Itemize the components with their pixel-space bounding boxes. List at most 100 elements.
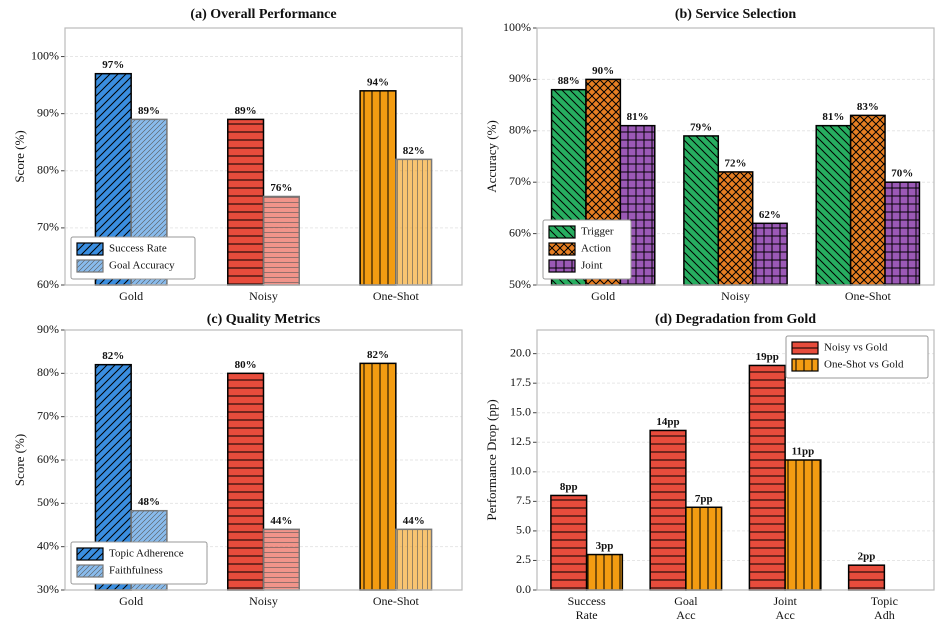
bar — [227, 118, 265, 286]
legend-box — [70, 541, 208, 585]
x-tick-label: One-Shot — [373, 289, 420, 303]
bar — [585, 553, 624, 591]
value-label: 11pp — [792, 446, 815, 458]
plot-frame — [536, 329, 935, 591]
bar — [227, 372, 265, 591]
plot-frame — [64, 329, 463, 591]
value-label: 79% — [690, 121, 712, 133]
bar — [884, 181, 921, 286]
plot-frame — [536, 27, 935, 286]
y-tick-label: 40% — [37, 538, 59, 552]
y-tick-label: 17.5 — [510, 375, 531, 389]
value-label: 70% — [891, 168, 913, 180]
x-tick-label: Topic Adh — [871, 594, 898, 622]
value-label: 2pp — [858, 551, 876, 563]
bar — [550, 494, 588, 591]
value-label: 90% — [592, 65, 614, 77]
bar — [717, 171, 754, 286]
x-tick-label: Gold — [119, 594, 143, 608]
y-tick-label: 7.5 — [516, 493, 531, 507]
y-tick-label: 60% — [509, 225, 531, 239]
y-tick-label: 90% — [37, 105, 59, 119]
x-tick-label: Joint Acc — [773, 594, 797, 622]
y-tick-label: 100% — [503, 20, 531, 34]
x-tick-label: Noisy — [249, 594, 278, 608]
y-tick-label: 100% — [31, 48, 59, 62]
y-tick-label: 30% — [37, 582, 59, 596]
x-tick-label: One-Shot — [373, 594, 420, 608]
y-tick-label: 70% — [37, 220, 59, 234]
value-label: 8pp — [560, 481, 578, 493]
legend-label: Joint — [581, 260, 602, 272]
legend-swatch — [548, 259, 576, 273]
value-label: 7pp — [695, 493, 713, 505]
legend-label: Topic Adherence — [109, 548, 184, 560]
value-label: 82% — [102, 350, 124, 362]
chart-title: (c) Quality Metrics — [207, 312, 321, 327]
legend-swatch — [76, 547, 104, 561]
x-tick-label: Noisy — [249, 289, 278, 303]
value-label: 89% — [235, 105, 257, 117]
value-label: 19pp — [756, 351, 779, 363]
bar — [262, 528, 300, 591]
x-tick-label: Noisy — [721, 289, 750, 303]
legend-label: Noisy vs Gold — [824, 342, 888, 354]
legend-label: Faithfulness — [109, 565, 163, 577]
legend-label: One-Shot vs Gold — [824, 359, 904, 371]
y-tick-label: 20.0 — [510, 345, 531, 359]
value-label: 88% — [558, 75, 580, 87]
value-label: 81% — [822, 111, 844, 123]
y-tick-label: 50% — [509, 277, 531, 291]
y-tick-label: 90% — [37, 322, 59, 336]
bar — [395, 528, 433, 591]
value-label: 82% — [403, 145, 425, 157]
y-tick-label: 60% — [37, 277, 59, 291]
x-tick-label: Goal Acc — [674, 594, 698, 622]
value-label: 48% — [138, 496, 160, 508]
value-label: 14pp — [656, 416, 679, 428]
legend-label: Goal Accuracy — [109, 260, 175, 272]
y-tick-label: 60% — [37, 452, 59, 466]
legend-swatch — [76, 242, 104, 256]
plot-frame — [64, 27, 463, 286]
y-axis-label: Score (%) — [12, 434, 27, 486]
legend-swatch — [791, 341, 819, 355]
chart-title: (d) Degradation from Gold — [655, 312, 816, 327]
chart-title: (a) Overall Performance — [190, 7, 336, 22]
legend-swatch — [76, 564, 104, 578]
legend-label: Trigger — [581, 226, 614, 238]
y-tick-label: 50% — [37, 495, 59, 509]
value-label: 89% — [138, 105, 160, 117]
bar — [849, 114, 886, 286]
bar — [359, 90, 397, 286]
legend-swatch — [791, 358, 819, 372]
value-label: 82% — [367, 349, 389, 361]
y-tick-label: 0.0 — [516, 582, 531, 596]
y-axis-label: Score (%) — [12, 130, 27, 182]
value-label: 44% — [403, 515, 425, 527]
x-tick-label: Gold — [119, 289, 143, 303]
value-label: 94% — [367, 76, 389, 88]
x-tick-label: Gold — [591, 289, 615, 303]
x-tick-label: One-Shot — [845, 289, 892, 303]
value-label: 83% — [857, 101, 879, 113]
value-label: 81% — [627, 111, 649, 123]
bar — [395, 158, 433, 286]
x-tick-label: Success Rate — [568, 594, 606, 622]
y-tick-label: 80% — [37, 365, 59, 379]
y-tick-label: 70% — [509, 174, 531, 188]
bar — [262, 195, 300, 286]
y-tick-label: 70% — [37, 408, 59, 422]
bar — [751, 222, 788, 286]
bar — [748, 364, 786, 591]
bar — [847, 564, 886, 591]
y-axis-label: Accuracy (%) — [484, 120, 499, 193]
legend-box — [785, 335, 929, 379]
value-label: 72% — [725, 157, 747, 169]
bar — [683, 135, 720, 286]
value-label: 3pp — [596, 540, 614, 552]
value-label: 80% — [235, 359, 257, 371]
y-tick-label: 5.0 — [516, 523, 531, 537]
bar — [359, 362, 397, 591]
